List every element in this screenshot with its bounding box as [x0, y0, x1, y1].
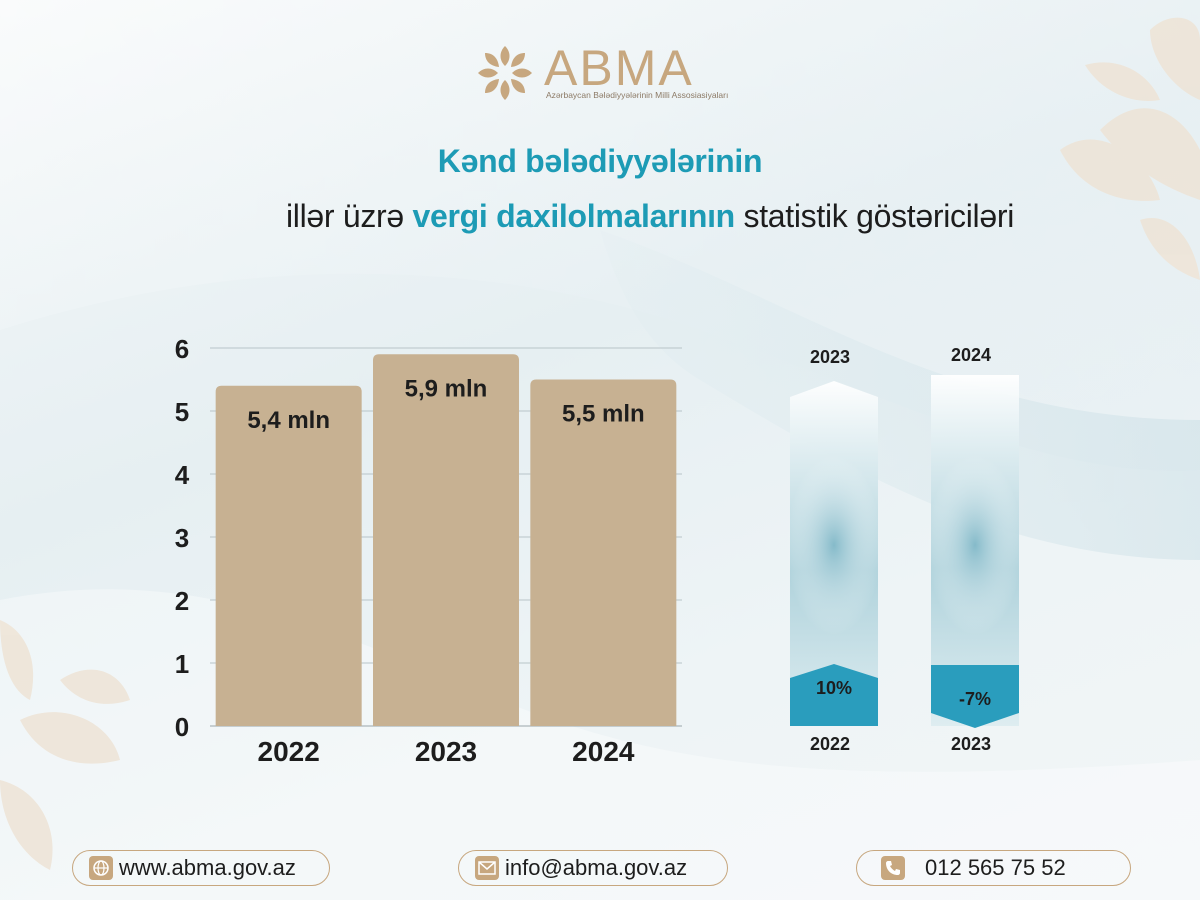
- title-prefix: illər üzrə: [285, 198, 413, 234]
- bar: [530, 379, 677, 726]
- email-contact[interactable]: info@abma.gov.az: [458, 850, 728, 886]
- flower-logo-icon: [478, 46, 532, 100]
- website-link[interactable]: www.abma.gov.az: [119, 855, 296, 880]
- ornament-bottom-left: [0, 620, 130, 870]
- y-tick-label: 6: [175, 334, 189, 364]
- change-bar: [931, 665, 1019, 728]
- phone-icon: [881, 856, 905, 880]
- globe-icon: [89, 856, 113, 880]
- change-column-glow: [786, 455, 882, 635]
- website-contact[interactable]: www.abma.gov.az: [72, 850, 330, 886]
- change-from-year-label: 2023: [951, 734, 991, 754]
- logo-wordmark: ABMA: [544, 40, 694, 96]
- email-link[interactable]: info@abma.gov.az: [505, 855, 688, 880]
- y-tick-label: 1: [175, 649, 189, 679]
- bar-data-label: 5,9 mln: [405, 375, 488, 402]
- x-tick-label: 2024: [572, 736, 635, 767]
- y-tick-label: 5: [175, 397, 189, 427]
- change-data-label: 10%: [816, 678, 852, 698]
- y-tick-label: 2: [175, 586, 189, 616]
- y-tick-label: 3: [175, 523, 189, 553]
- y-tick-label: 4: [175, 460, 190, 490]
- change-bar: [790, 664, 878, 726]
- title-line-2: illər üzrə vergi daxilolmalarının statis…: [0, 198, 1200, 235]
- y-tick-label: 0: [175, 712, 189, 742]
- change-to-year-label: 2023: [810, 347, 850, 367]
- bar-data-label: 5,5 mln: [562, 401, 645, 428]
- change-column-glow: [927, 455, 1023, 635]
- phone-contact[interactable]: 012 565 75 52: [856, 850, 1131, 886]
- bar-data-label: 5,4 mln: [247, 407, 330, 434]
- title-highlight: vergi daxilolmalarının: [412, 198, 736, 234]
- logo-subtitle: Azərbaycan Bələdiyyələrinin Milli Assosi…: [546, 90, 729, 100]
- x-tick-label: 2023: [415, 736, 477, 767]
- mail-icon: [475, 856, 499, 880]
- title-suffix: statistik göstəriciləri: [734, 198, 1015, 234]
- bar: [215, 385, 362, 726]
- change-from-year-label: 2022: [810, 734, 850, 754]
- title-line-1: Kənd bələdiyyələrinin: [437, 143, 763, 179]
- change-data-label: -7%: [959, 689, 991, 709]
- ornament-top-right: [1060, 17, 1200, 280]
- change-to-year-label: 2024: [951, 345, 991, 365]
- abma-logo: ABMA Azərbaycan Bələdiyyələrinin Milli A…: [472, 40, 732, 106]
- x-tick-label: 2022: [258, 736, 320, 767]
- bar: [373, 354, 519, 726]
- phone-number: 012 565 75 52: [925, 855, 1066, 880]
